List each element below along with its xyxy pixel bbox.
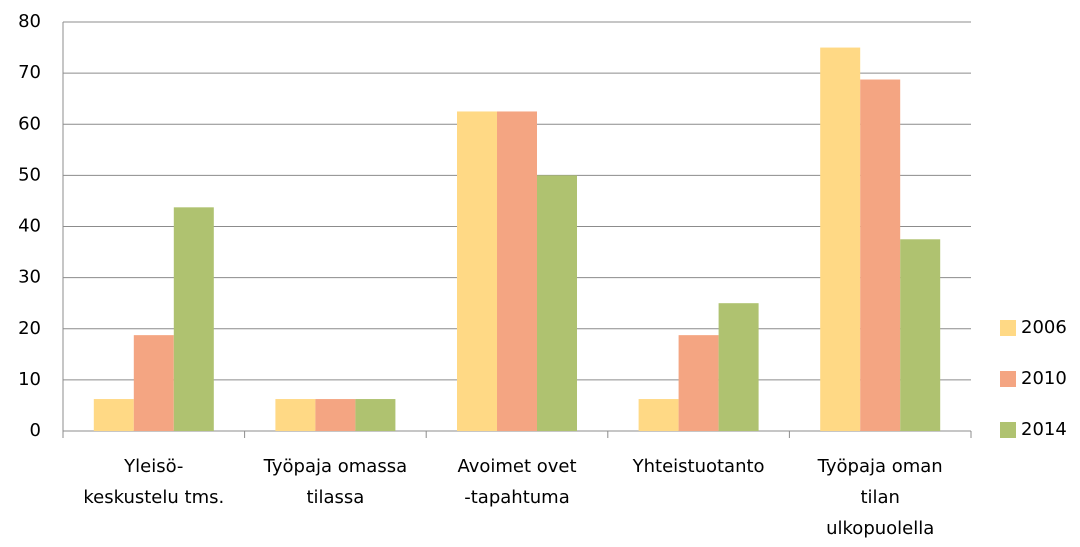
x-tick-label-line: Yhteistuotanto	[632, 456, 765, 477]
y-tick-label: 10	[18, 369, 41, 390]
legend-label: 2010	[1021, 368, 1067, 389]
x-tick-label-line: ulkopuolella	[826, 518, 934, 539]
bar	[678, 335, 719, 431]
y-tick-label: 70	[18, 62, 41, 83]
bar	[860, 79, 901, 431]
bar	[315, 399, 356, 431]
legend-label: 2014	[1021, 419, 1067, 440]
bar	[820, 47, 861, 431]
bar	[457, 111, 497, 431]
bar	[133, 335, 174, 431]
legend-swatch	[1000, 320, 1016, 336]
y-tick-label: 50	[18, 164, 41, 185]
y-tick-label: 0	[30, 420, 41, 441]
x-tick-label-line: tilan	[860, 487, 900, 508]
x-tick-label-line: Avoimet ovet	[457, 456, 576, 477]
y-tick-label: 30	[18, 267, 41, 288]
legend-label: 2006	[1021, 317, 1067, 338]
legend-swatch	[1000, 371, 1016, 387]
bar	[718, 303, 759, 431]
y-tick-label: 80	[18, 11, 41, 32]
x-tick-label-line: -tapahtuma	[464, 487, 569, 508]
x-tick-label: Työpaja omassa tilassa	[263, 456, 407, 508]
x-tick-label: Yhteistuotanto	[632, 456, 765, 477]
x-tick-label-line: Yleisö-	[123, 456, 183, 477]
legend-swatch	[1000, 422, 1016, 438]
x-tick-label-line: tilassa	[306, 487, 364, 508]
bar	[497, 111, 537, 431]
x-tick-label: Avoimet ovet -tapahtuma	[457, 456, 576, 508]
bar	[93, 399, 134, 431]
x-tick-label: Yleisö-keskustelu tms.	[83, 456, 224, 508]
bar	[275, 399, 316, 431]
y-tick-label: 40	[18, 216, 41, 237]
x-tick-label: Työpaja oman tilan ulkopuolella	[817, 456, 943, 539]
bar	[537, 175, 577, 431]
bar	[638, 399, 679, 431]
x-tick-label-line: Työpaja oman	[817, 456, 943, 477]
bar	[355, 399, 396, 431]
x-tick-label-line: Työpaja omassa	[263, 456, 407, 477]
x-tick-label-line: keskustelu tms.	[83, 487, 224, 508]
y-tick-label: 60	[18, 113, 41, 134]
y-tick-label: 20	[18, 318, 41, 339]
bar	[173, 207, 214, 431]
bar	[900, 239, 941, 431]
